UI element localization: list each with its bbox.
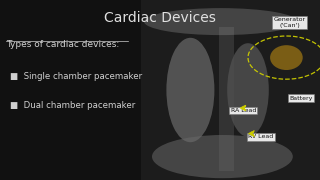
FancyBboxPatch shape (219, 27, 234, 171)
Ellipse shape (270, 45, 303, 70)
Ellipse shape (227, 43, 269, 137)
Text: Battery: Battery (289, 96, 313, 101)
Ellipse shape (152, 135, 293, 178)
Ellipse shape (144, 8, 298, 35)
Text: RV Lead: RV Lead (248, 134, 273, 139)
Text: Cardiac Devices: Cardiac Devices (104, 11, 216, 25)
Text: RA Lead: RA Lead (230, 108, 256, 113)
FancyBboxPatch shape (141, 0, 320, 180)
Ellipse shape (166, 38, 214, 142)
Text: Generator
('Can'): Generator ('Can') (274, 17, 306, 28)
Text: ■  Single chamber pacemaker: ■ Single chamber pacemaker (10, 72, 142, 81)
Text: ■  Dual chamber pacemaker: ■ Dual chamber pacemaker (10, 101, 135, 110)
Text: Types of cardiac devices:: Types of cardiac devices: (6, 40, 120, 49)
